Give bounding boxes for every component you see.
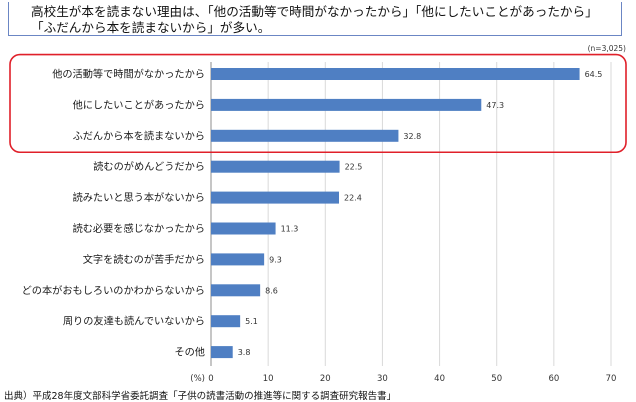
tick-label: 20 [320, 374, 331, 384]
data-label: 5.1 [245, 317, 258, 326]
tick-label: 10 [263, 374, 274, 384]
category-label: 他の活動等で時間がなかったから [52, 68, 205, 81]
bar [211, 253, 265, 266]
category-label: 読みたいと思う本がないから [73, 191, 205, 204]
chart-title: 高校生が本を読まない理由は、「他の活動等で時間がなかったから」「他にしたいことが… [8, 2, 622, 36]
category-label: 文字を読むのが苦手だから [83, 253, 205, 266]
bar [211, 191, 339, 204]
data-label: 47.3 [486, 101, 504, 110]
category-label: その他 [174, 346, 205, 359]
bar [211, 98, 482, 111]
bar [211, 68, 580, 80]
category-label: 読むのがめんどうだから [93, 160, 205, 173]
category-label: ふだんから本を読まないから [73, 129, 205, 142]
highlight-box [9, 53, 627, 154]
tick-label: 40 [434, 374, 445, 384]
tick-label: 50 [491, 374, 502, 384]
data-label: 64.5 [585, 70, 603, 79]
tick-label: 60 [548, 374, 559, 384]
category-label: 周りの友達も読んでいないから [63, 315, 205, 328]
tick-label: 0 [208, 374, 213, 384]
source-citation: 出典）平成28年度文部科学省委託調査「子供の読書活動の推進等に関する調査研究報告… [4, 391, 397, 402]
category-label: 読む必要を感じなかったから [73, 222, 205, 235]
bar [211, 160, 340, 173]
category-label: 他にしたいことがあったから [73, 98, 205, 111]
data-label: 11.3 [281, 225, 299, 234]
data-label: 8.6 [265, 286, 278, 295]
bar [211, 222, 276, 235]
x-axis-unit: (%) [190, 374, 205, 384]
tick-label: 30 [377, 374, 388, 384]
bar [211, 129, 399, 142]
bar [211, 346, 233, 359]
category-label: どの本がおもしろいのかわからないから [22, 284, 205, 297]
data-label: 9.3 [269, 255, 282, 264]
bar [211, 284, 261, 297]
data-label: 3.8 [238, 348, 251, 357]
sample-size-note: (n=3,025) [587, 44, 626, 53]
data-label: 22.5 [345, 163, 363, 172]
data-label: 22.4 [344, 194, 362, 203]
bar [211, 315, 241, 328]
tick-label: 70 [606, 374, 617, 384]
data-label: 32.8 [403, 132, 421, 141]
